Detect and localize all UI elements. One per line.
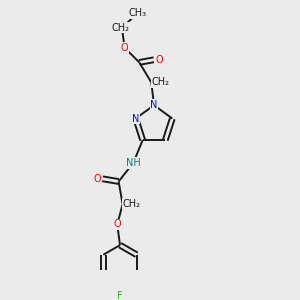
Text: O: O (121, 43, 128, 53)
Text: CH₂: CH₂ (123, 199, 141, 209)
Text: N: N (132, 113, 140, 124)
Text: F: F (117, 291, 123, 300)
Text: CH₂: CH₂ (152, 77, 170, 88)
Text: O: O (113, 219, 121, 229)
Text: CH₂: CH₂ (112, 22, 130, 33)
Text: O: O (155, 55, 163, 65)
Text: CH₃: CH₃ (129, 8, 147, 18)
Text: N: N (150, 100, 158, 110)
Text: O: O (94, 174, 102, 184)
Text: NH: NH (126, 158, 141, 168)
